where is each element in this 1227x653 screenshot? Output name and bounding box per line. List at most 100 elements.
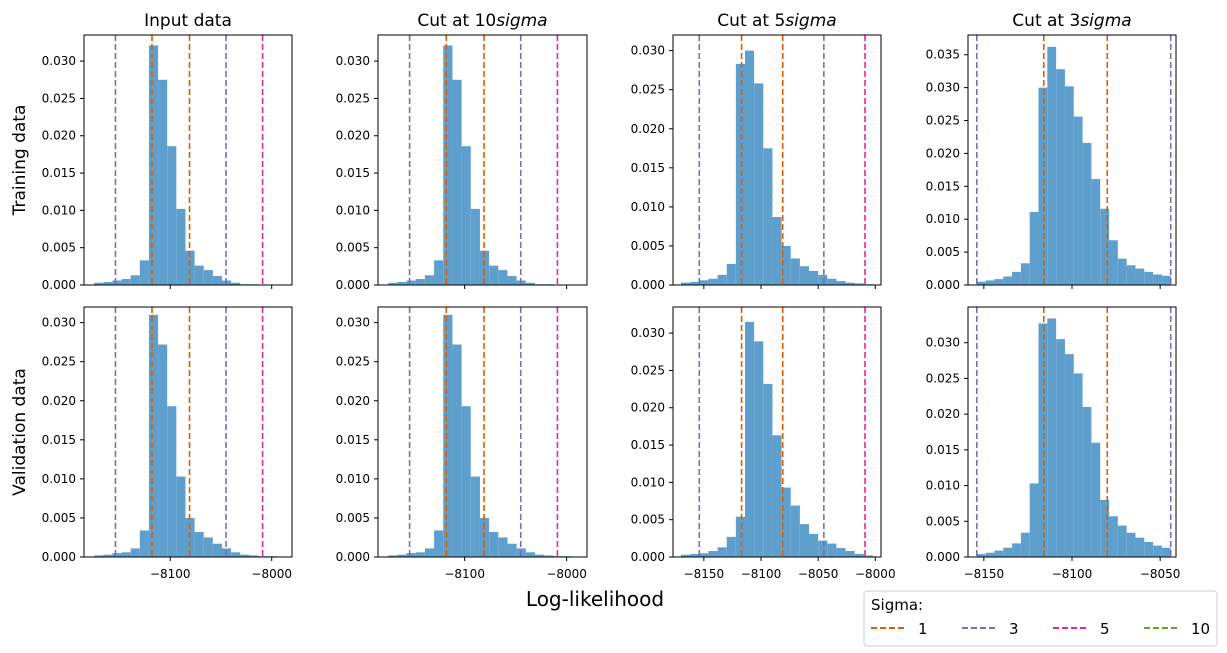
y-tick-label: 0.030 <box>42 316 76 330</box>
legend-label-10: 10 <box>1191 620 1210 638</box>
histogram-bar <box>415 279 425 285</box>
x-tick-label: −8000 <box>251 567 292 581</box>
histogram-bar <box>681 554 691 557</box>
y-tick-label: 0.025 <box>631 83 665 97</box>
histogram-bar <box>1109 240 1118 285</box>
y-tick-label: 0.015 <box>631 161 665 175</box>
y-tick-label: 0.000 <box>42 278 76 292</box>
legend-label-1: 1 <box>918 620 928 638</box>
y-tick-label: 0.010 <box>631 475 665 489</box>
column-title-text: Cut at 3 <box>1012 11 1080 31</box>
histogram-bar <box>717 274 727 285</box>
y-tick-label: 0.000 <box>42 550 76 564</box>
histogram-bar <box>1047 318 1057 557</box>
histogram-bar <box>745 321 755 557</box>
legend-frame <box>863 590 1218 647</box>
y-tick-label: 0.000 <box>631 278 665 292</box>
y-tick-label: 0.010 <box>336 203 370 217</box>
y-tick-label: 0.020 <box>336 129 370 143</box>
x-tick-label: −8100 <box>444 567 485 581</box>
y-tick-label: 0.030 <box>631 44 665 58</box>
histogram-bar <box>717 547 727 557</box>
histogram-bar <box>863 555 873 557</box>
histogram-bar <box>489 265 499 285</box>
y-tick-label: 0.010 <box>926 212 960 226</box>
x-tick-label: −8000 <box>546 567 587 581</box>
y-tick-label: 0.030 <box>926 81 960 95</box>
histogram-bar <box>781 245 791 285</box>
histogram-bar <box>1135 268 1145 285</box>
histogram-bar <box>194 265 204 285</box>
y-tick-label: 0.005 <box>631 513 665 527</box>
subplot-validation-1: 0.000 0.005 0.010 0.015 0.020 0.025 0.030 −8100… <box>42 306 293 581</box>
subplot-training-4: 0.000 0.005 0.010 0.015 0.020 0.025 0.030 0.035… <box>926 11 1177 292</box>
histogram-bar <box>1020 263 1030 285</box>
histogram-bar <box>434 260 444 285</box>
histogram-bar <box>1117 525 1127 557</box>
y-tick-label: 0.030 <box>926 336 960 350</box>
histogram-bar <box>690 554 700 557</box>
histogram-bar <box>470 476 480 557</box>
x-tick-label: −8050 <box>1140 567 1181 581</box>
subplot-training-2: 0.000 0.005 0.010 0.015 0.020 0.025 0.030 Cut a… <box>336 11 588 292</box>
histogram-bar <box>397 554 407 557</box>
histogram-bar <box>424 275 435 285</box>
histogram-bar <box>452 344 462 557</box>
histogram-bar <box>397 282 407 285</box>
y-tick-label: 0.000 <box>631 550 665 564</box>
histogram-bar <box>1144 271 1154 285</box>
histogram-bar <box>1100 208 1110 285</box>
histogram-bar <box>498 537 508 557</box>
y-tick-label: 0.025 <box>631 363 665 377</box>
histogram-bar <box>790 258 800 285</box>
histogram-bar <box>406 553 416 557</box>
axes-frame <box>672 306 882 558</box>
histogram-bar <box>1126 532 1136 557</box>
histogram-bar <box>681 282 691 285</box>
histogram-bar <box>818 274 828 285</box>
y-tick-label: 0.005 <box>42 241 76 255</box>
y-tick-label: 0.025 <box>42 355 76 369</box>
histogram-bar <box>231 282 241 285</box>
histogram-bar <box>185 250 195 285</box>
histogram-bar <box>525 282 536 285</box>
y-tick-label: 0.030 <box>42 54 76 68</box>
histogram-bar <box>489 532 499 557</box>
x-tick-label: −8150 <box>684 567 725 581</box>
histogram-bar <box>1109 516 1118 557</box>
histogram-bar <box>836 281 846 285</box>
histogram-bar <box>1003 276 1013 285</box>
histogram-bar <box>735 63 745 285</box>
histogram-bar <box>139 260 149 285</box>
subplot-validation-2: 0.000 0.005 0.010 0.015 0.020 0.025 0.030 −8100… <box>336 306 588 581</box>
y-tick-label: 0.025 <box>336 91 370 105</box>
histogram-bar <box>690 281 700 285</box>
histogram-bar <box>121 552 131 557</box>
row-label-validation: Validation data <box>10 368 30 496</box>
histogram-bar <box>212 276 222 285</box>
column-title-text: Cut at 5 <box>717 11 785 31</box>
histogram-bar <box>121 279 131 285</box>
histogram-bar <box>434 530 444 557</box>
histogram-bar <box>1056 69 1065 285</box>
column-title: Cut at 5sigma <box>717 11 836 31</box>
histogram-bar <box>424 548 435 557</box>
column-title: Cut at 3sigma <box>1012 11 1131 31</box>
histogram-bar <box>443 314 453 557</box>
histogram-bar <box>1064 86 1074 285</box>
histogram-bar <box>1012 271 1021 285</box>
y-tick-label: 0.020 <box>42 394 76 408</box>
histogram-bar <box>1153 545 1162 557</box>
histogram-bar <box>1012 543 1021 557</box>
histogram-bar <box>1064 354 1074 557</box>
histogram-bar <box>1020 532 1030 557</box>
subplot-grid: 0.000 0.005 0.010 0.015 0.020 0.025 0.030 Input… <box>42 11 1181 581</box>
histogram-bar <box>754 83 764 285</box>
histogram-bar <box>994 550 1004 557</box>
y-tick-label: 0.005 <box>631 239 665 253</box>
histogram-bar <box>415 552 425 557</box>
histogram-bar <box>854 554 864 557</box>
histogram-bar <box>507 276 517 285</box>
column-title-text: Cut at 10 <box>417 11 496 31</box>
